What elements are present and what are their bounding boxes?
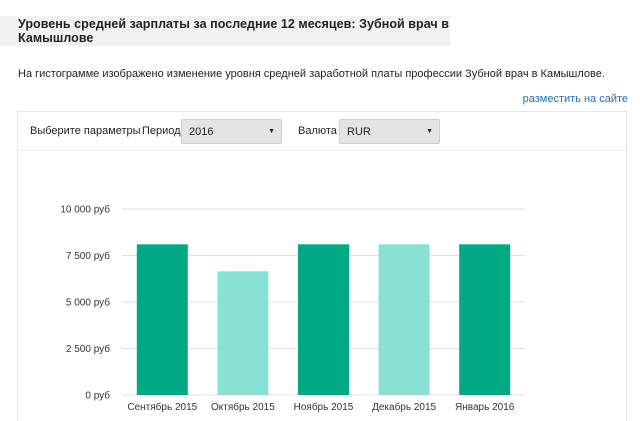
bar[interactable]	[378, 244, 430, 395]
period-select-value: 2016	[189, 125, 214, 138]
parameter-controls: Выберите параметры Период 2016 ▼ Валюта …	[18, 112, 626, 151]
y-tick-label: 0 руб	[85, 390, 110, 402]
x-tick-label: Сентябрь 2015	[127, 401, 197, 413]
chevron-down-icon: ▼	[426, 128, 433, 135]
currency-select[interactable]: RUR ▼	[339, 119, 440, 144]
place-on-site-link[interactable]: разместить на сайте	[522, 93, 628, 105]
params-label: Выберите параметры	[30, 125, 141, 137]
x-tick-label: Январь 2016	[455, 402, 515, 413]
x-tick-label: Декабрь 2015	[372, 401, 436, 413]
x-tick-label: Ноябрь 2015	[294, 401, 354, 413]
period-label: Период	[142, 125, 181, 137]
y-tick-label: 7 500 руб	[66, 250, 110, 262]
bar[interactable]	[298, 244, 349, 395]
x-tick-label: Октябрь 2015	[211, 401, 275, 413]
y-tick-label: 5 000 руб	[66, 297, 110, 309]
bar[interactable]	[217, 271, 269, 395]
bar[interactable]	[136, 244, 188, 395]
title-bar: Уровень средней зарплаты за последние 12…	[0, 16, 450, 46]
currency-select-value: RUR	[347, 125, 371, 138]
y-tick-label: 2 500 руб	[66, 343, 110, 355]
chart-description: На гистограмме изображено изменение уров…	[18, 68, 605, 80]
y-tick-label: 10 000 руб	[60, 204, 110, 216]
page-title: Уровень средней зарплаты за последние 12…	[18, 17, 449, 45]
bar[interactable]	[459, 244, 511, 395]
chevron-down-icon: ▼	[268, 128, 275, 135]
currency-label: Валюта	[298, 125, 337, 137]
period-select[interactable]: 2016 ▼	[181, 119, 282, 144]
